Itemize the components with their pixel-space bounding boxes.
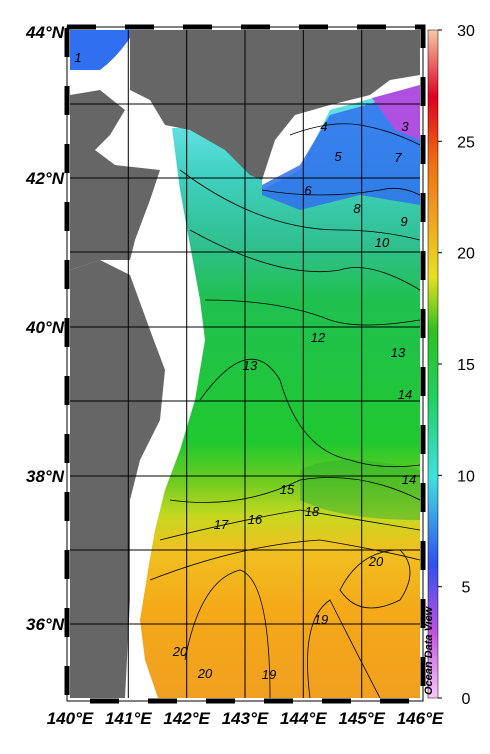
lon-label: 141°E bbox=[105, 709, 152, 728]
contour-label: 7 bbox=[394, 150, 402, 165]
lat-label: 40°N bbox=[25, 318, 65, 337]
lon-label: 142°E bbox=[163, 709, 210, 728]
cold-water bbox=[262, 90, 420, 210]
contour-label: 3 bbox=[401, 119, 409, 134]
colorbar-label: 0 bbox=[462, 691, 471, 708]
temperature-field bbox=[140, 85, 420, 698]
contour-label: 20 bbox=[368, 554, 384, 569]
contour-label: 4 bbox=[320, 119, 327, 134]
lon-label: 143°E bbox=[222, 709, 269, 728]
colorbar bbox=[427, 29, 439, 699]
colorbar-label: 15 bbox=[457, 357, 475, 374]
contour-label: 5 bbox=[334, 149, 342, 164]
contour-label: 13 bbox=[391, 345, 406, 360]
lat-label: 44°N bbox=[25, 23, 65, 42]
cold-patch bbox=[70, 30, 135, 70]
contour-label: 19 bbox=[262, 667, 276, 682]
contour-label: 20 bbox=[197, 666, 213, 681]
contour-label: 6 bbox=[304, 183, 312, 198]
frame bbox=[66, 26, 424, 702]
colorbar-label: 5 bbox=[462, 580, 471, 597]
contour-label: 14 bbox=[402, 472, 416, 487]
contour-label: 16 bbox=[248, 512, 263, 527]
contour-label: 8 bbox=[353, 201, 361, 216]
contour-label: 17 bbox=[214, 517, 229, 532]
watermark: Ocean Data View bbox=[423, 605, 435, 695]
contour-label: 9 bbox=[400, 214, 407, 229]
colorbar-label: 30 bbox=[457, 23, 475, 40]
lon-label: 144°E bbox=[280, 709, 327, 728]
front bbox=[300, 460, 420, 520]
lon-label: 146°E bbox=[397, 709, 444, 728]
contour-label: 10 bbox=[375, 235, 390, 250]
tsugaru-land bbox=[70, 90, 160, 270]
cold-core bbox=[372, 85, 420, 140]
contour-label: 13 bbox=[243, 358, 258, 373]
contour-label: 20 bbox=[172, 644, 188, 659]
contour-label: 18 bbox=[305, 504, 320, 519]
hokkaido bbox=[130, 30, 420, 180]
lon-label: 140°E bbox=[47, 709, 94, 728]
contour-label: 12 bbox=[311, 330, 326, 345]
lat-label: 42°N bbox=[25, 169, 65, 188]
colorbar-label: 10 bbox=[457, 468, 475, 485]
contour-label: 19 bbox=[314, 612, 328, 627]
lat-label: 38°N bbox=[26, 467, 65, 486]
contour-label: 15 bbox=[280, 482, 295, 497]
lat-label: 36°N bbox=[26, 615, 65, 634]
contour-label: 14 bbox=[398, 387, 412, 402]
colorbar-label: 25 bbox=[457, 134, 475, 151]
contour-label: 1 bbox=[74, 50, 81, 65]
honshu bbox=[70, 260, 165, 698]
graticule bbox=[70, 30, 420, 698]
colorbar-label: 20 bbox=[457, 246, 475, 263]
lon-label: 145°E bbox=[338, 709, 385, 728]
